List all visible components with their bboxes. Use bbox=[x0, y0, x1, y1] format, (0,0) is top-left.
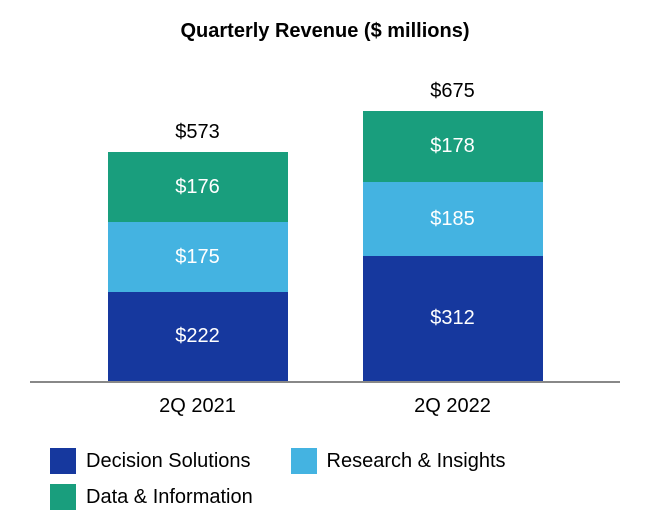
x-axis-labels: 2Q 2021 2Q 2022 bbox=[30, 383, 620, 418]
bar-group: $573 $222$175$176 bbox=[108, 121, 288, 381]
bar-total-label: $675 bbox=[430, 80, 475, 103]
bar-total-label: $573 bbox=[175, 121, 220, 144]
legend: Decision Solutions Research & Insights Dat… bbox=[30, 418, 620, 510]
legend-swatch bbox=[50, 484, 76, 510]
legend-item: Data & Information bbox=[50, 484, 253, 510]
legend-item: Research & Insights bbox=[291, 448, 506, 474]
chart-plot-area: $573 $222$175$176 $675 $312$185$178 bbox=[30, 83, 620, 383]
bar-segment: $185 bbox=[363, 182, 543, 256]
stacked-bar: $312$185$178 bbox=[363, 111, 543, 381]
legend-label: Data & Information bbox=[86, 486, 253, 509]
bar-group: $675 $312$185$178 bbox=[363, 80, 543, 381]
bar-segment: $178 bbox=[363, 111, 543, 182]
legend-label: Decision Solutions bbox=[86, 450, 251, 473]
bar-segment: $175 bbox=[108, 222, 288, 292]
x-axis-label: 2Q 2022 bbox=[363, 395, 543, 418]
legend-swatch bbox=[291, 448, 317, 474]
x-axis-label: 2Q 2021 bbox=[108, 395, 288, 418]
legend-swatch bbox=[50, 448, 76, 474]
chart-title: Quarterly Revenue ($ millions) bbox=[30, 20, 620, 43]
stacked-bar: $222$175$176 bbox=[108, 152, 288, 381]
bar-segment: $312 bbox=[363, 256, 543, 381]
legend-item: Decision Solutions bbox=[50, 448, 251, 474]
legend-label: Research & Insights bbox=[327, 450, 506, 473]
bar-segment: $176 bbox=[108, 152, 288, 222]
bar-segment: $222 bbox=[108, 292, 288, 381]
